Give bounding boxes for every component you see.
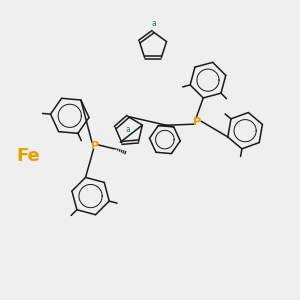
Text: a: a (125, 125, 130, 134)
Text: P: P (194, 117, 202, 127)
Text: Fe: Fe (16, 147, 40, 165)
Text: a: a (151, 19, 156, 28)
Text: P: P (91, 140, 99, 151)
